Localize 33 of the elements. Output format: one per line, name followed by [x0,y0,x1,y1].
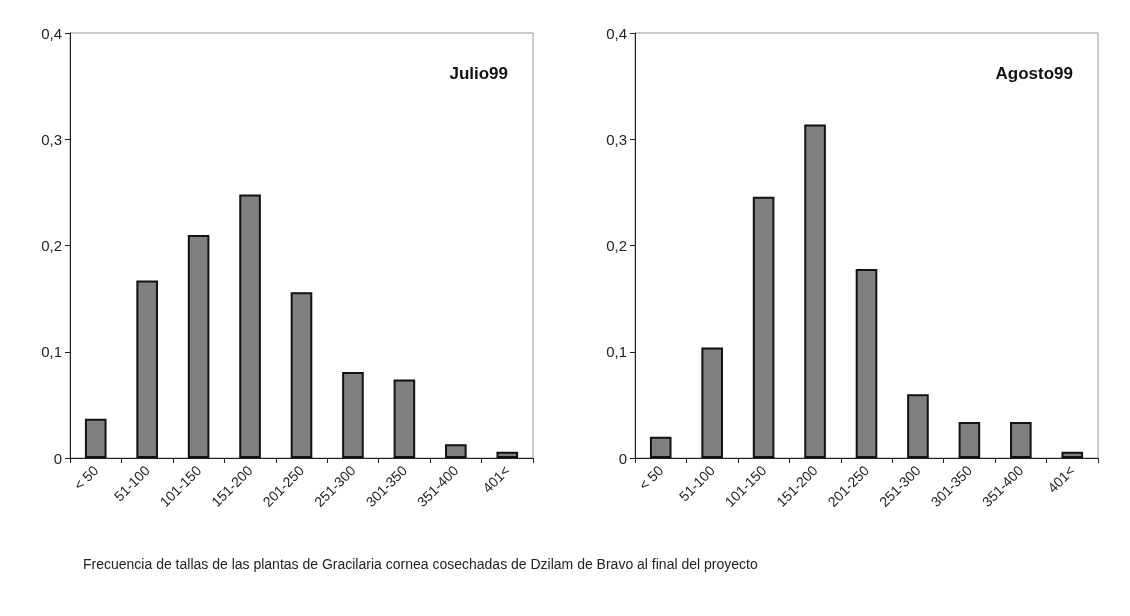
bar [907,394,929,458]
bar [855,268,878,458]
y-tick-label: 0,4 [41,24,62,42]
bar [342,371,364,458]
bar [239,194,261,458]
x-tick-label: < 50 [635,462,667,494]
bar [136,280,158,458]
bar [187,234,210,458]
y-tick-label: 0,3 [606,130,627,148]
bar [1061,451,1084,458]
bar [804,124,826,458]
bar [649,436,672,458]
y-tick-label: 0,2 [606,237,627,254]
y-tick-label: 0,3 [41,130,62,148]
bar [958,421,981,458]
y-tick-label: 0 [53,449,62,467]
bar [752,196,775,458]
bar [1010,421,1032,458]
x-tick-label: < 50 [70,462,102,494]
y-tick-label: 0 [618,449,627,467]
bar [445,444,467,458]
text: Agosto99 [995,64,1074,83]
bar [84,418,107,458]
y-tick-label: 0,1 [606,343,627,361]
bar [496,451,519,458]
bar [393,379,416,458]
bar [701,347,723,458]
bar [290,292,313,458]
y-tick-label: 0,1 [41,343,62,361]
y-tick-label: 0,2 [41,237,62,254]
y-tick-label: 0,4 [606,24,627,42]
text: Frecuencia de tallas de las plantas de Gracilaria cornea cosechadas de Dzilam de Bravo al final del proyecto [82,556,759,572]
text: Julio99 [449,64,509,83]
